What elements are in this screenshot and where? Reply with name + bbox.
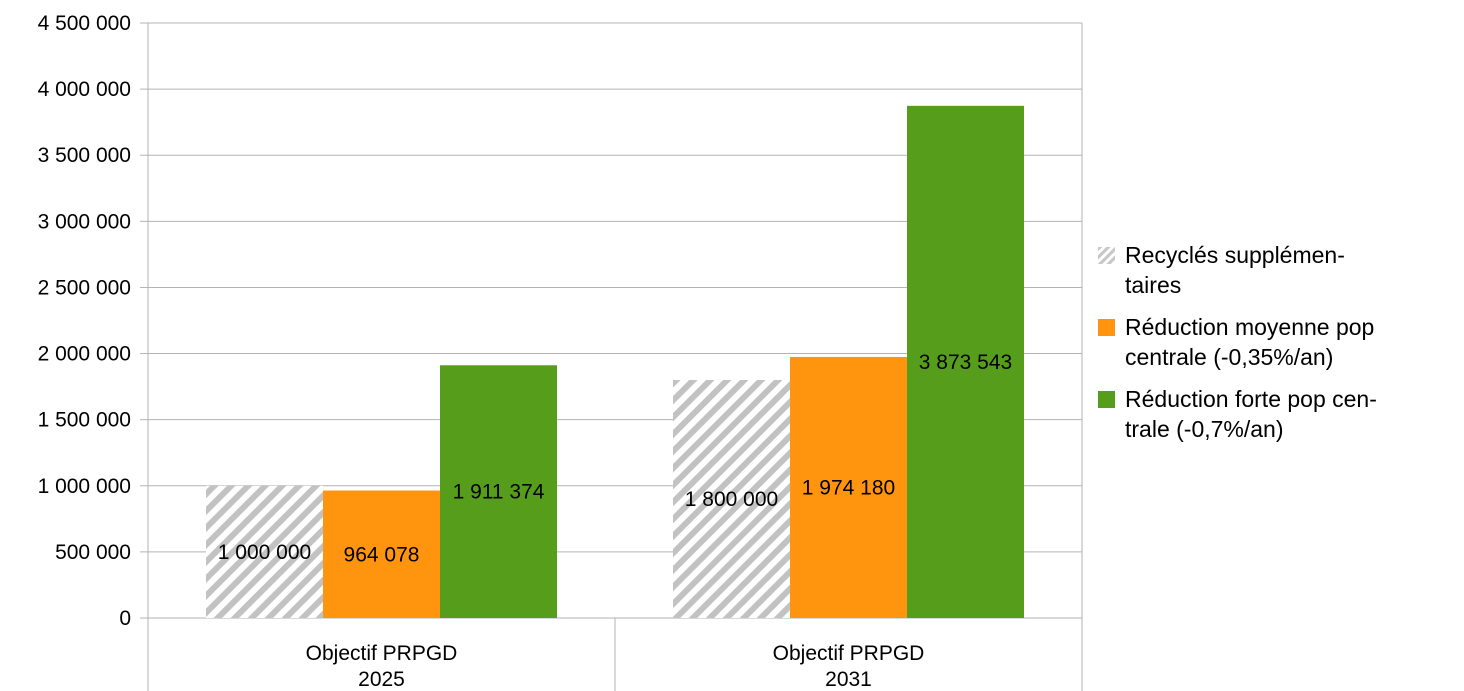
data-label: 1 800 000 <box>685 488 778 511</box>
bar-1-3 <box>440 365 557 618</box>
legend-item-recycles: Recyclés supplémen- taires <box>1098 240 1458 300</box>
bar-2-1 <box>673 380 790 618</box>
legend-label-reduction-forte-line2: trale (-0,7%/an) <box>1125 416 1284 442</box>
category-label: 2025 <box>358 668 405 691</box>
y-tick-label: 1 500 000 <box>38 409 131 432</box>
y-tick-label: 0 <box>119 607 131 630</box>
data-label: 1 911 374 <box>453 481 545 504</box>
y-tick-label: 500 000 <box>55 541 131 564</box>
legend: Recyclés supplémen- taires Réduction moy… <box>1098 240 1458 456</box>
legend-label-recycles-line1: Recyclés supplémen- <box>1125 242 1345 268</box>
legend-swatch-recycles <box>1098 247 1115 264</box>
legend-label-recycles-line2: taires <box>1125 272 1182 298</box>
y-tick-label: 1 000 000 <box>38 475 131 498</box>
legend-swatch-reduction-forte <box>1098 391 1115 408</box>
category-label: Objectif PRPGD <box>773 642 925 665</box>
legend-item-reduction-forte: Réduction forte pop cen- trale (-0,7%/an… <box>1098 384 1458 444</box>
y-tick-label: 4 500 000 <box>38 12 131 35</box>
bar-1-2 <box>323 490 440 618</box>
y-axis-ticks: 0 500 000 1 000 000 1 500 000 2 000 000 2 500… <box>38 12 131 630</box>
category-label: Objectif PRPGD <box>306 642 458 665</box>
legend-item-reduction-moyenne: Réduction moyenne pop centrale (-0,35%/a… <box>1098 312 1458 372</box>
legend-label-reduction-moyenne-line2: centrale (-0,35%/an) <box>1125 344 1334 370</box>
data-label: 3 873 543 <box>919 351 1012 374</box>
bars <box>206 105 1024 618</box>
legend-swatch-reduction-moyenne <box>1098 319 1115 336</box>
bar-2-3 <box>907 105 1024 618</box>
legend-label-reduction-forte-line1: Réduction forte pop cen- <box>1125 386 1377 412</box>
x-axis-categories: Objectif PRPGD 2025 Objectif PRPGD 2031 <box>306 642 925 691</box>
y-tick-label: 2 000 000 <box>38 343 131 366</box>
y-tick-label: 3 000 000 <box>38 210 131 233</box>
data-label: 1 000 000 <box>218 541 311 564</box>
legend-label-reduction-moyenne-line1: Réduction moyenne pop <box>1125 314 1375 340</box>
category-label: 2031 <box>825 668 872 691</box>
y-tick-label: 4 000 000 <box>38 78 131 101</box>
bar-2-2 <box>790 356 907 618</box>
data-label: 964 078 <box>344 543 420 566</box>
bar-1-1 <box>206 485 323 618</box>
data-labels: 1 000 000 964 078 1 911 374 1 800 000 1 974 … <box>218 351 1012 566</box>
data-label: 1 974 180 <box>802 476 895 499</box>
y-tick-label: 3 500 000 <box>38 144 131 167</box>
y-tick-label: 2 500 000 <box>38 276 131 299</box>
